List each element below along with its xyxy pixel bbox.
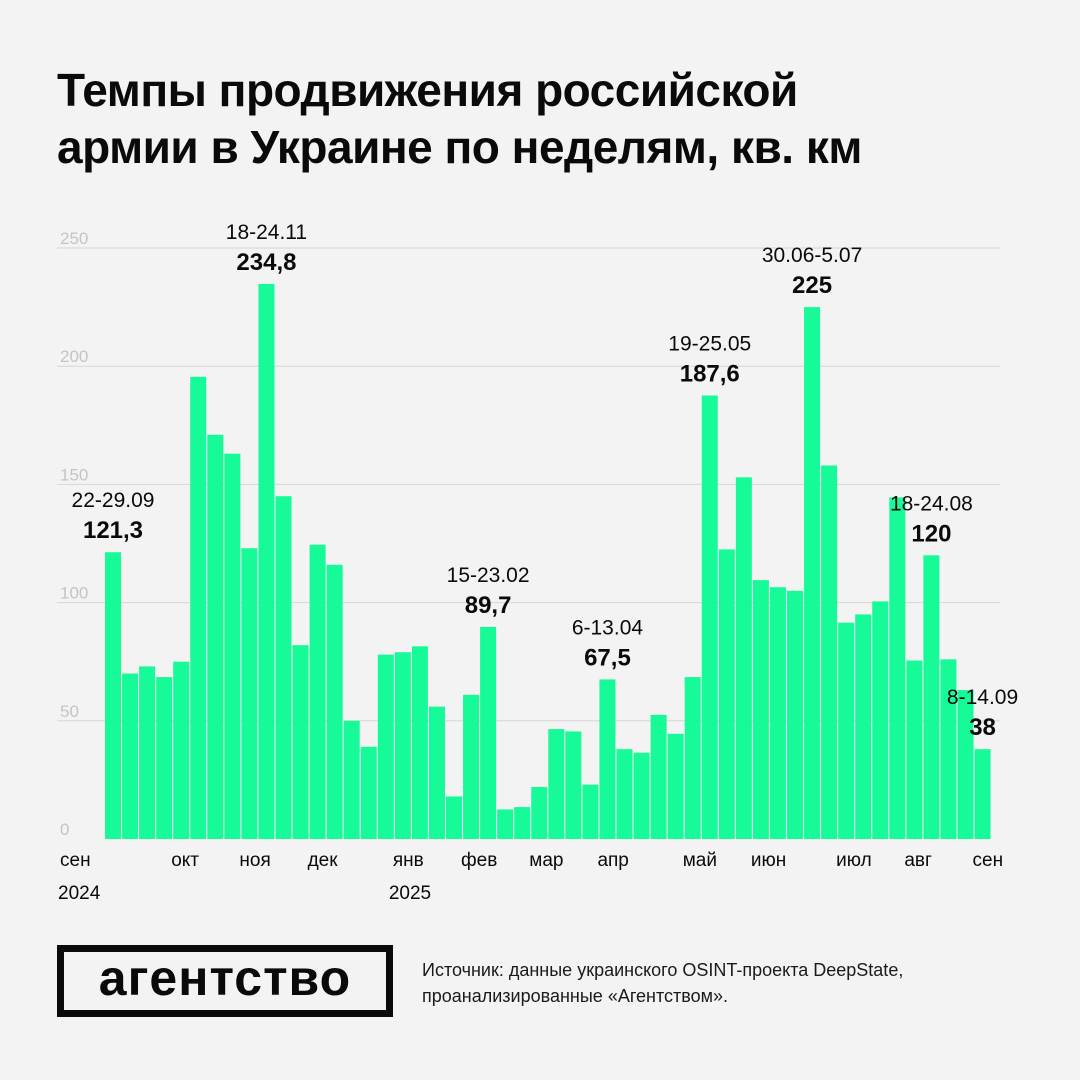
bar xyxy=(343,720,360,839)
annotation-value: 89,7 xyxy=(465,592,512,619)
annotation-date: 30.06-5.07 xyxy=(762,244,862,267)
x-month-label: сен xyxy=(973,850,1004,871)
x-month-label: окт xyxy=(171,850,199,871)
bar xyxy=(156,677,173,839)
x-month-label: авг xyxy=(904,850,932,871)
x-month-label: июл xyxy=(836,850,872,871)
bar xyxy=(940,659,957,839)
bar xyxy=(207,434,224,839)
bar xyxy=(531,786,548,839)
source-note: Источник: данные украинского OSINT-проек… xyxy=(422,957,1042,1009)
bar xyxy=(428,706,445,839)
bar xyxy=(855,614,872,839)
bar xyxy=(752,580,769,839)
annotation-date: 19-25.05 xyxy=(668,333,751,356)
x-month-label: июн xyxy=(751,850,786,871)
bar xyxy=(769,587,786,839)
bar xyxy=(139,666,156,839)
bar xyxy=(463,694,480,839)
bar xyxy=(923,555,940,839)
bar xyxy=(275,496,292,839)
x-month-label: май xyxy=(683,850,717,871)
annotation-date: 22-29.09 xyxy=(72,489,155,512)
y-tick-label: 250 xyxy=(60,229,88,248)
annotation-date: 18-24.08 xyxy=(890,492,973,515)
bar xyxy=(360,746,377,839)
bar xyxy=(787,590,803,839)
bar xyxy=(821,465,838,839)
bar xyxy=(957,690,974,839)
bar xyxy=(173,661,190,839)
annotation-date: 8-14.09 xyxy=(947,686,1018,709)
y-tick-label: 200 xyxy=(60,347,88,366)
x-month-label: сен xyxy=(60,850,91,871)
annotation-value: 120 xyxy=(911,520,951,547)
x-month-label: фев xyxy=(461,850,497,871)
bar xyxy=(633,752,650,839)
y-tick-label: 50 xyxy=(60,702,79,721)
annotation-date: 15-23.02 xyxy=(447,564,530,587)
bar xyxy=(701,395,718,839)
bar xyxy=(514,807,531,839)
bar xyxy=(582,784,599,839)
annotation-date: 6-13.04 xyxy=(572,616,644,639)
bar xyxy=(105,552,121,839)
bar xyxy=(838,622,855,839)
chart-title: Темпы продвижения российской армии в Укр… xyxy=(57,62,1017,176)
x-month-label: ноя xyxy=(239,850,270,871)
agentstvo-logo: агентство xyxy=(57,945,393,1017)
chart-title-line-1: Темпы продвижения российской xyxy=(57,64,798,116)
bar xyxy=(718,549,735,839)
bar xyxy=(292,645,309,839)
bar xyxy=(122,673,139,839)
bar xyxy=(599,679,616,839)
chart-title-line-2: армии в Украине по неделям, кв. км xyxy=(57,121,862,173)
bar xyxy=(309,544,326,839)
y-tick-label: 150 xyxy=(60,465,88,484)
annotation-value: 67,5 xyxy=(584,644,631,671)
bar xyxy=(190,376,207,839)
x-month-label: дек xyxy=(308,850,339,871)
y-tick-label: 0 xyxy=(60,820,69,839)
x-year-label: 2025 xyxy=(389,883,431,904)
bar xyxy=(565,731,582,839)
source-line-1: Источник: данные украинского OSINT-проек… xyxy=(422,960,904,980)
bar xyxy=(411,646,428,839)
annotation-value: 38 xyxy=(969,714,996,741)
annotation-value: 234,8 xyxy=(236,249,296,276)
annotation-value: 121,3 xyxy=(83,517,143,544)
bar xyxy=(241,548,258,839)
bar xyxy=(497,809,514,839)
x-month-label: мар xyxy=(529,850,563,871)
bar xyxy=(906,660,923,839)
bar xyxy=(684,677,701,839)
y-tick-label: 100 xyxy=(60,584,88,603)
annotation-value: 187,6 xyxy=(680,361,740,388)
annotation-date: 18-24.11 xyxy=(226,221,307,244)
bar-chart: 0 50 100 150 200 250 сен окт ноя дек янв фев мар апр м… xyxy=(57,221,1018,904)
x-month-label: янв xyxy=(393,850,424,871)
bar xyxy=(650,714,667,839)
bar xyxy=(377,654,394,839)
bar xyxy=(548,729,565,839)
bar xyxy=(480,626,497,839)
x-month-label: апр xyxy=(597,850,628,871)
bar xyxy=(974,749,991,839)
bar xyxy=(326,564,343,839)
bar xyxy=(224,453,241,839)
bar xyxy=(446,796,462,839)
bar xyxy=(872,601,889,839)
bar xyxy=(394,652,411,839)
bar xyxy=(258,283,275,839)
x-year-label: 2024 xyxy=(58,883,101,904)
bar xyxy=(616,749,633,839)
bar xyxy=(889,497,906,839)
annotation-value: 225 xyxy=(792,272,832,299)
bar xyxy=(735,477,752,839)
source-line-2: проанализированные «Агентством». xyxy=(422,986,728,1006)
bar xyxy=(667,733,684,839)
bar xyxy=(804,307,821,840)
